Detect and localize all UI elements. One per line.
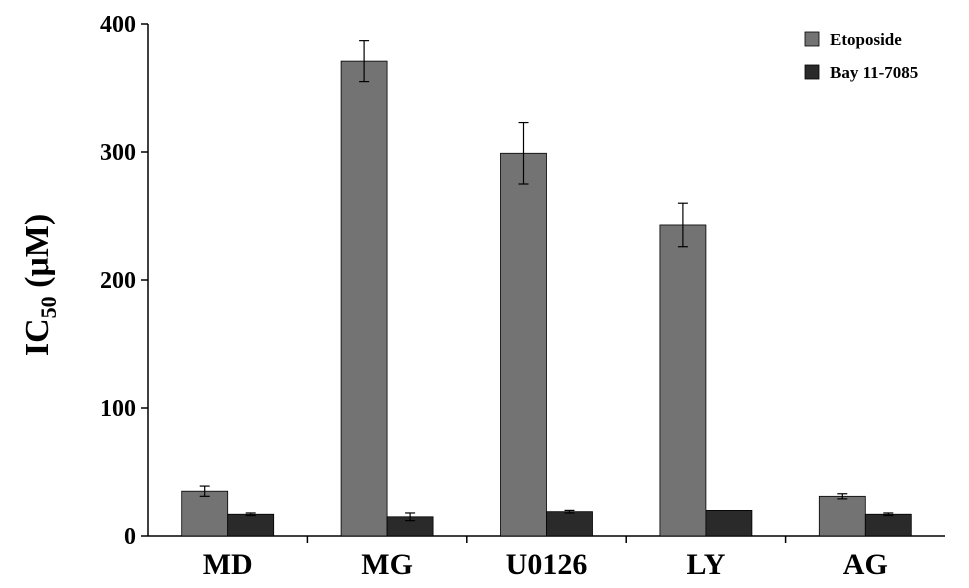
bar-etoposide-mg — [340, 60, 388, 537]
x-tick-label: LY — [686, 548, 725, 581]
bar-bay-md — [227, 513, 275, 537]
y-tick-label: 100 — [100, 396, 136, 422]
x-tick-label: MD — [203, 548, 253, 581]
y-ticks: 0 100 200 300 400 — [100, 12, 148, 550]
y-tick-label: 200 — [100, 268, 136, 294]
legend-label-bay: Bay 11-7085 — [830, 63, 918, 82]
legend-swatch-bay — [804, 64, 820, 80]
y-axis: 0 100 200 300 400 — [100, 12, 149, 550]
x-tick-label: MG — [361, 548, 413, 581]
bar-bay-u0126 — [546, 511, 593, 537]
bar-etoposide-ly — [659, 224, 707, 537]
y-tick-label: 300 — [100, 140, 136, 166]
y-axis-title-subscript: 50 — [36, 296, 61, 318]
x-axis: MD MG U0126 LY AG — [148, 535, 945, 581]
legend-label-etoposide: Etoposide — [830, 30, 902, 49]
x-tick-label: AG — [843, 548, 888, 581]
y-tick-label: 400 — [100, 12, 136, 38]
y-axis-title-main: IC — [19, 318, 56, 356]
legend-swatch-etoposide — [804, 31, 820, 47]
bar-bay-ly — [705, 509, 753, 537]
bar-etoposide-md — [181, 490, 229, 537]
y-axis-title-unit: (μM) — [19, 214, 56, 297]
y-axis-title: IC50 (μM) — [19, 214, 61, 356]
bar-etoposide-ag — [818, 495, 866, 537]
bar-bay-ag — [864, 513, 912, 537]
bars — [181, 60, 912, 537]
x-ticks: MD MG U0126 LY AG — [203, 536, 888, 581]
bar-etoposide-u0126 — [500, 152, 547, 537]
legend: Etoposide Bay 11-7085 — [804, 30, 918, 82]
x-tick-label: U0126 — [506, 548, 588, 581]
y-tick-label: 0 — [124, 524, 136, 550]
error-bars — [199, 40, 894, 522]
